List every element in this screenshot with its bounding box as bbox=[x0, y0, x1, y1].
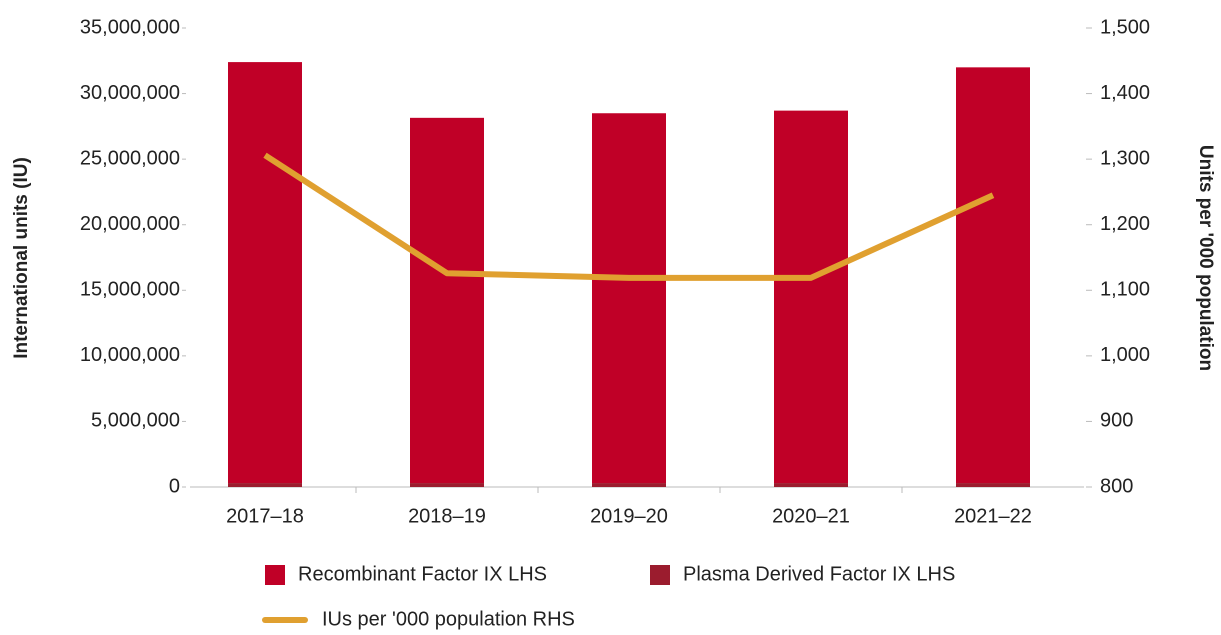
x-tick-label: 2020–21 bbox=[772, 505, 850, 527]
bar bbox=[410, 483, 484, 487]
y-tick-label: 25,000,000 bbox=[80, 147, 180, 169]
y2-tick-label: 1,200 bbox=[1100, 213, 1150, 235]
y2-tick-label: 1,400 bbox=[1100, 82, 1150, 104]
bar bbox=[592, 113, 666, 484]
bar bbox=[956, 483, 1030, 487]
y-tick-label: 5,000,000 bbox=[91, 410, 180, 432]
y2-tick-label: 1,300 bbox=[1100, 147, 1150, 169]
x-tick-label: 2018–19 bbox=[408, 505, 486, 527]
bar bbox=[774, 110, 848, 484]
bar bbox=[228, 483, 302, 487]
y-tick-label: 10,000,000 bbox=[80, 344, 180, 366]
bar bbox=[410, 117, 484, 484]
x-tick-label: 2017–18 bbox=[226, 505, 304, 527]
y2-tick-label: 1,100 bbox=[1100, 279, 1150, 301]
legend-swatch bbox=[650, 565, 670, 585]
legend-label: Recombinant Factor IX LHS bbox=[298, 563, 547, 585]
legend-swatch bbox=[265, 565, 285, 585]
x-tick-label: 2021–22 bbox=[954, 505, 1032, 527]
bar bbox=[956, 67, 1030, 484]
y2-tick-label: 1,000 bbox=[1100, 344, 1150, 366]
y-tick-label: 35,000,000 bbox=[80, 16, 180, 38]
bar bbox=[774, 483, 848, 487]
y-tick-label: 15,000,000 bbox=[80, 279, 180, 301]
bar bbox=[228, 62, 302, 484]
legend-label: Plasma Derived Factor IX LHS bbox=[683, 563, 955, 585]
y2-tick-label: 1,500 bbox=[1100, 16, 1150, 38]
x-tick-label: 2019–20 bbox=[590, 505, 668, 527]
legend-label: IUs per '000 population RHS bbox=[322, 608, 575, 630]
y-tick-label: 20,000,000 bbox=[80, 213, 180, 235]
y-axis-title: International units (IU) bbox=[11, 157, 32, 359]
y2-axis-title: Units per '000 population bbox=[1195, 145, 1216, 371]
line-series bbox=[263, 152, 995, 281]
y2-tick-label: 900 bbox=[1100, 410, 1133, 432]
bar bbox=[592, 483, 666, 487]
y-tick-label: 30,000,000 bbox=[80, 82, 180, 104]
y-tick-label: 0 bbox=[169, 475, 180, 497]
y2-tick-label: 800 bbox=[1100, 475, 1133, 497]
